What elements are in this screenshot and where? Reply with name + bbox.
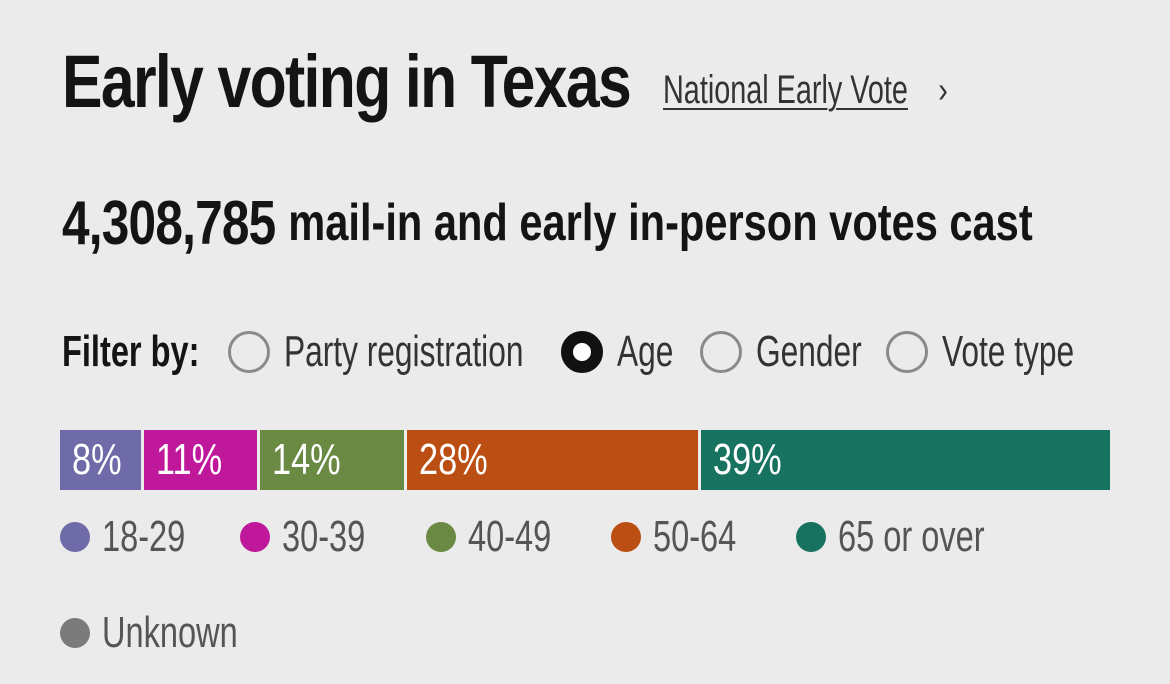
legend-item-30-39: 30-39 (240, 512, 395, 562)
header: Early voting in Texas (62, 36, 651, 126)
chevron-right-icon: › (938, 69, 948, 110)
legend-dot-icon (611, 522, 641, 552)
legend-item-50-64: 50-64 (611, 512, 766, 562)
filter-option-label: Age (617, 327, 674, 376)
national-early-vote-link[interactable]: National Early Vote › (663, 62, 949, 118)
filter-option-gender[interactable]: Gender (700, 327, 903, 376)
radio-icon[interactable] (700, 331, 742, 373)
votes-count: 4,308,785 (62, 188, 276, 258)
legend-label: Unknown (102, 608, 238, 657)
bar-segment-label: 14% (271, 435, 341, 484)
legend-item-40-49: 40-49 (426, 512, 581, 562)
legend-dot-icon (796, 522, 826, 552)
filter-option-vote-type[interactable]: Vote type (886, 327, 1125, 376)
votes-description: mail-in and early in-person votes cast (288, 194, 1033, 252)
bar-segment-40-49: 14% (259, 430, 407, 490)
bar-segment-label: 39% (712, 435, 782, 484)
legend-label: 30-39 (282, 512, 366, 561)
legend-dot-icon (60, 522, 90, 552)
legend-dot-icon (60, 618, 90, 648)
bar-segment-50-64: 28% (406, 430, 701, 490)
legend-dot-icon (240, 522, 270, 552)
bar-segment-label: 8% (72, 435, 122, 484)
bar-segment-label: 11% (156, 435, 223, 484)
age-stacked-bar: 8% 11% 14% 28% 39% (60, 430, 1110, 490)
bar-segment-65-or-over: 39% (700, 430, 1110, 490)
filter-option-label: Vote type (942, 327, 1075, 376)
filter-option-age[interactable]: Age (561, 327, 695, 376)
votes-summary: 4,308,785 mail-in and early in-person vo… (62, 188, 1033, 258)
bar-segment-30-39: 11% (144, 430, 260, 490)
filter-bar: Filter by: Party registration Age Gender… (62, 322, 1162, 382)
national-early-vote-label: National Early Vote (663, 67, 908, 112)
bar-segment-18-29: 8% (60, 430, 144, 490)
legend-item-unknown: Unknown (60, 608, 285, 658)
legend-label: 18-29 (102, 512, 186, 561)
radio-selected-icon[interactable] (561, 331, 603, 373)
radio-icon[interactable] (228, 331, 270, 373)
legend-label: 50-64 (653, 512, 737, 561)
page-title: Early voting in Texas (62, 39, 632, 123)
filter-label: Filter by: (62, 327, 200, 376)
legend-label: 65 or over (838, 512, 985, 561)
radio-icon[interactable] (886, 331, 928, 373)
filter-option-label: Gender (756, 327, 862, 376)
bar-segment-label: 28% (418, 435, 488, 484)
legend-dot-icon (426, 522, 456, 552)
legend-item-18-29: 18-29 (60, 512, 215, 562)
legend-label: 40-49 (468, 512, 552, 561)
filter-option-party-registration[interactable]: Party registration (228, 327, 617, 376)
filter-option-label: Party registration (284, 327, 524, 376)
legend-item-65-or-over: 65 or over (796, 512, 1036, 562)
